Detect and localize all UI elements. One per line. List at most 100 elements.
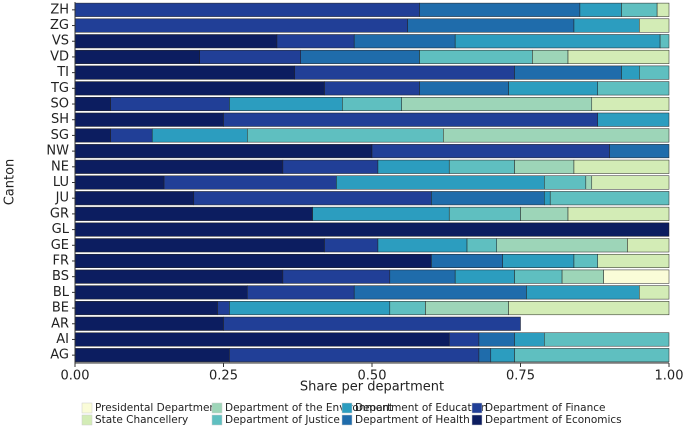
y-tick-label: JU: [55, 191, 69, 206]
bar-segment: [508, 301, 670, 316]
bar-segment: [74, 18, 408, 33]
bar-segment: [431, 191, 545, 206]
bar-segment: [627, 238, 670, 253]
bar-segment: [639, 18, 670, 33]
bar-segment: [597, 112, 670, 127]
bar-segment: [567, 49, 670, 64]
bar-segment: [656, 2, 670, 17]
legend-label: State Chancellery: [95, 414, 188, 426]
bar-segment: [573, 18, 640, 33]
bar-segment: [591, 97, 670, 112]
bar-segment: [514, 332, 545, 347]
bar-segment: [74, 332, 450, 347]
y-tick-label: BS: [52, 269, 69, 284]
legend-label: Department of Education: [355, 402, 488, 414]
legend-swatch: [211, 402, 223, 414]
legend-swatch: [471, 402, 483, 414]
bar-segment: [199, 49, 301, 64]
bar-segment: [544, 175, 587, 190]
bar-segment: [425, 301, 509, 316]
bar-segment: [419, 2, 581, 17]
y-tick-label: TG: [50, 81, 69, 96]
bar-segment: [454, 34, 661, 49]
bar-segment: [419, 81, 509, 96]
bar-segment: [490, 348, 515, 363]
y-tick-label: GR: [50, 206, 69, 221]
y-tick-label: NW: [46, 144, 69, 159]
bar-segment: [282, 159, 379, 174]
y-tick-label: GE: [51, 238, 69, 253]
legend-label: Department of Health: [355, 414, 470, 426]
bar-segment: [448, 332, 480, 347]
bar-segment: [151, 128, 248, 143]
bar-segment: [371, 144, 610, 159]
y-tick-label: AR: [51, 316, 69, 331]
bar-segment: [74, 316, 224, 331]
x-tick-label: 0.50: [358, 369, 387, 384]
y-tick-label: AI: [56, 332, 69, 347]
bar-segment: [544, 332, 670, 347]
legend-swatch: [81, 414, 93, 426]
bar-segment: [496, 238, 628, 253]
bar-segment: [514, 269, 563, 284]
bar-segment: [431, 253, 503, 268]
bar-segment: [74, 253, 432, 268]
legend-label: Department of Finance: [485, 402, 606, 414]
bar-segment: [74, 159, 284, 174]
bar-segment: [247, 128, 444, 143]
bar-segment: [74, 65, 296, 80]
bar-segment: [74, 269, 284, 284]
bar-segment: [454, 269, 515, 284]
bar-segment: [74, 301, 218, 316]
legend-swatch: [81, 402, 93, 414]
bar-segment: [324, 81, 420, 96]
bar-segment: [621, 2, 658, 17]
bar-segment: [591, 175, 670, 190]
legend-swatch: [341, 402, 353, 414]
legend-swatch: [471, 414, 483, 426]
y-tick-label: ZH: [50, 2, 69, 17]
bar-segment: [247, 285, 355, 300]
bar-segment: [74, 348, 230, 363]
bar-segment: [74, 49, 200, 64]
y-tick-label: FR: [52, 253, 69, 268]
y-tick-label: SO: [51, 97, 69, 112]
bar-segment: [407, 18, 575, 33]
y-tick-label: GL: [52, 222, 70, 237]
y-axis-label: Canton: [3, 159, 18, 206]
bar-segment: [217, 301, 230, 316]
bar-segment: [74, 191, 195, 206]
bar-segment: [478, 332, 515, 347]
bar-segment: [353, 34, 456, 49]
bar-segment: [74, 222, 670, 237]
bar-segment: [342, 97, 402, 112]
bar-segment: [585, 175, 593, 190]
bar-segment: [597, 81, 670, 96]
bar-segment: [74, 144, 373, 159]
bar-segment: [229, 97, 343, 112]
y-tick-label: AG: [50, 348, 69, 363]
bar-segment: [448, 206, 521, 221]
bar-segment: [639, 285, 670, 300]
bar-segment: [74, 97, 111, 112]
bar-segment: [223, 112, 598, 127]
y-tick-label: LU: [53, 175, 69, 190]
bar-segment: [609, 144, 670, 159]
bar-segment: [74, 238, 325, 253]
x-axis-label: Share per department: [300, 380, 444, 395]
bar-segment: [514, 159, 575, 174]
bar-segment: [74, 128, 111, 143]
legend-label: Presidental Department: [95, 402, 220, 414]
x-tick-label: 0.75: [506, 369, 535, 384]
bar-segment: [567, 206, 670, 221]
legend-label: Department of Justice: [225, 414, 340, 426]
bar-segment: [74, 2, 420, 17]
x-tick-label: 0.00: [61, 369, 90, 384]
bar-segment: [532, 49, 569, 64]
bar-segment: [163, 175, 337, 190]
bar-segment: [377, 159, 450, 174]
bar-segment: [229, 301, 391, 316]
bar-segment: [597, 253, 670, 268]
bar-segment: [74, 285, 248, 300]
y-tick-label: TI: [56, 65, 69, 80]
